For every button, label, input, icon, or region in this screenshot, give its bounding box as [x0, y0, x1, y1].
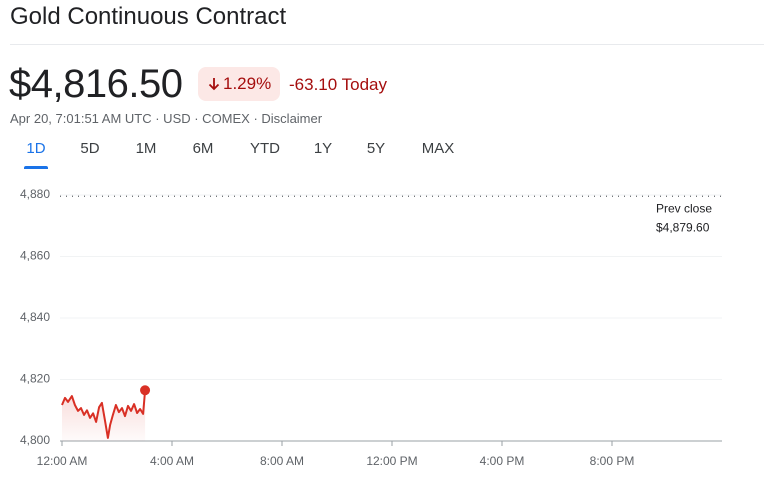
- y-tick-label: 4,800: [20, 433, 50, 447]
- change-badge: 1.29%: [198, 67, 281, 101]
- y-tick-label: 4,820: [20, 372, 50, 386]
- last-point: [140, 385, 151, 396]
- x-tick-label: 4:00 PM: [480, 454, 525, 468]
- x-tick-label: 12:00 AM: [37, 454, 88, 468]
- range-tab[interactable]: 5D: [80, 140, 100, 157]
- prev-close-label: Prev close: [656, 201, 712, 215]
- x-tick-label: 8:00 AM: [260, 454, 304, 468]
- divider: [10, 44, 764, 45]
- change-value: -63.10 Today: [289, 75, 387, 94]
- range-tab[interactable]: 1D: [26, 140, 46, 157]
- tab-underline: [24, 166, 48, 169]
- range-tab[interactable]: YTD: [250, 140, 280, 157]
- change-percent: 1.29%: [223, 74, 272, 93]
- title: Gold Continuous Contract: [10, 3, 287, 30]
- y-tick-label: 4,840: [20, 310, 50, 324]
- price-line: [61, 390, 147, 439]
- range-tab[interactable]: 6M: [192, 140, 214, 157]
- range-tab[interactable]: 1M: [135, 140, 157, 157]
- range-tab[interactable]: 5Y: [366, 140, 386, 157]
- range-tab[interactable]: MAX: [421, 140, 455, 157]
- price: $4,816.50: [9, 62, 183, 106]
- x-tick-label: 8:00 PM: [590, 454, 635, 468]
- x-tick-label: 12:00 PM: [366, 454, 417, 468]
- down-arrow: [208, 78, 220, 91]
- prev-close-value: $4,879.60: [656, 220, 710, 234]
- y-tick-label: 4,880: [20, 187, 50, 201]
- range-tab[interactable]: 1Y: [313, 140, 333, 157]
- x-tick-label: 4:00 AM: [150, 454, 194, 468]
- info-line: Apr 20, 7:01:51 AM UTC · USD · COMEX · D…: [10, 111, 323, 126]
- y-tick-label: 4,860: [20, 249, 50, 263]
